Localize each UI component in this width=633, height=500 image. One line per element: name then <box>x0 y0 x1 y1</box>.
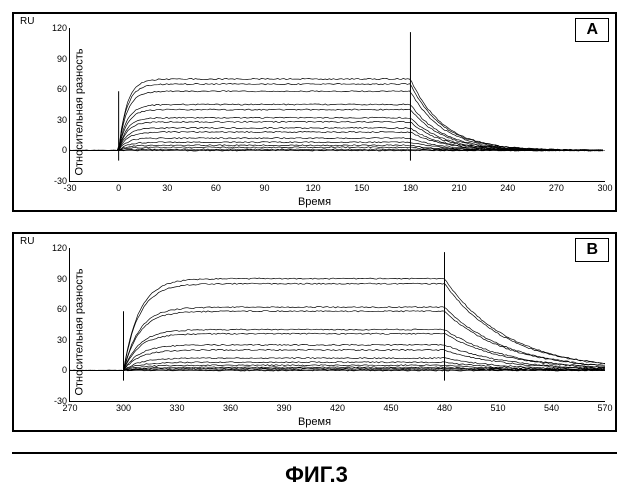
xtick: 450 <box>383 401 398 413</box>
sensorgram-trace <box>70 121 603 150</box>
xtick: 360 <box>223 401 238 413</box>
xtick: 120 <box>306 181 321 193</box>
xtick: 90 <box>260 181 270 193</box>
xtick: 30 <box>162 181 172 193</box>
figure-caption: ФИГ.3 <box>12 462 621 488</box>
sensorgram-trace <box>70 78 603 150</box>
panel-b-plot: -300306090120270300330360390420450480510… <box>69 248 605 402</box>
ytick: 60 <box>57 84 70 94</box>
sensorgram-svg <box>70 248 605 401</box>
xtick: 270 <box>62 401 77 413</box>
sensorgram-svg <box>70 28 605 181</box>
xtick: 0 <box>116 181 121 193</box>
xtick: 60 <box>211 181 221 193</box>
ytick: 90 <box>57 54 70 64</box>
panel-a-xlabel: Время <box>298 196 331 208</box>
xtick: 540 <box>544 401 559 413</box>
divider <box>12 452 617 454</box>
ytick: 120 <box>52 23 70 33</box>
xtick: 180 <box>403 181 418 193</box>
xtick: 240 <box>500 181 515 193</box>
ytick: 30 <box>57 335 70 345</box>
panel-a-badge: A <box>575 18 609 42</box>
sensorgram-trace <box>70 283 605 371</box>
ytick: 30 <box>57 115 70 125</box>
ytick: 90 <box>57 274 70 284</box>
sensorgram-trace <box>70 109 603 151</box>
xtick: 330 <box>169 401 184 413</box>
xtick: 390 <box>276 401 291 413</box>
xtick: 210 <box>452 181 467 193</box>
sensorgram-trace <box>70 91 603 151</box>
panel-b: RU B Относительная разность -30030609012… <box>12 232 617 432</box>
xtick: 300 <box>116 401 131 413</box>
xtick: 570 <box>597 401 612 413</box>
sensorgram-trace <box>70 278 605 371</box>
panel-b-xlabel: Время <box>298 416 331 428</box>
xtick: 480 <box>437 401 452 413</box>
xtick: 150 <box>354 181 369 193</box>
ru-label: RU <box>20 236 34 247</box>
ytick: 60 <box>57 304 70 314</box>
panel-a-plot: -300306090120-30030609012015018021024027… <box>69 28 605 182</box>
xtick: -30 <box>63 181 76 193</box>
xtick: 420 <box>330 401 345 413</box>
ytick: 0 <box>62 365 70 375</box>
xtick: 510 <box>490 401 505 413</box>
sensorgram-trace <box>70 84 603 151</box>
ytick: 120 <box>52 243 70 253</box>
xtick: 270 <box>549 181 564 193</box>
xtick: 300 <box>597 181 612 193</box>
panel-a: RU A Относительная разность -30030609012… <box>12 12 617 212</box>
ytick: 0 <box>62 145 70 155</box>
ru-label: RU <box>20 16 34 27</box>
panel-b-badge: B <box>575 238 609 262</box>
